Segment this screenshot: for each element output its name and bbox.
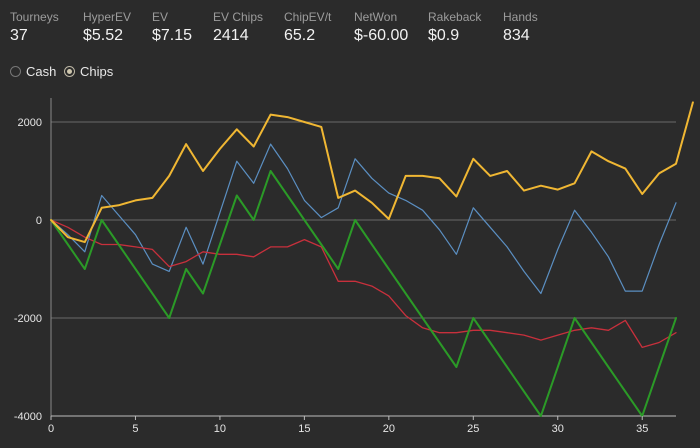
x-tick-label: 0 [48,423,54,435]
chips-radio-option[interactable]: Chips [64,62,113,80]
stat-label: ChipEV/t [284,10,332,24]
stat-label: EV [152,10,169,24]
series-line-1 [50,143,677,295]
y-axis-ticks: 2000 0 -2000 -4000 [14,117,42,423]
stat-value: $7.15 [152,27,193,44]
y-tick-label: -4000 [14,411,42,423]
chips-radio-label: Chips [80,63,114,79]
y-tick-label: -2000 [14,313,42,325]
stat-hyperev: HyperEV $5.52 [83,10,131,45]
stat-rakeback: Rakeback $0.9 [428,10,481,45]
y-tick-label: 2000 [18,117,42,129]
stat-tourneys: Tourneys 37 [10,10,59,45]
stat-value: $-60.00 [354,27,409,44]
stat-label: EV Chips [213,10,264,24]
cash-radio-label: Cash [26,63,57,79]
stat-label: Tourneys [10,10,59,24]
chart-grid [51,121,676,417]
stat-ev-chips: EV Chips 2414 [213,10,263,45]
series-line-3 [50,170,677,417]
x-tick-label: 30 [552,423,564,435]
chart-series [50,101,694,417]
y-tick-label: 0 [36,215,42,227]
stat-chipev-per-tourney: ChipEV/t 65.2 [284,10,331,45]
x-tick-label: 35 [636,423,648,435]
stat-hands: Hands 834 [503,10,538,45]
x-tick-label: 10 [214,423,226,435]
x-tick-label: 15 [298,423,310,435]
stat-label: NetWon [354,10,398,24]
x-tick-label: 20 [383,423,395,435]
cash-radio-icon[interactable] [10,65,21,77]
stat-value: 37 [10,27,28,44]
stat-value: $5.52 [83,27,124,44]
cash-radio-option[interactable]: Cash [10,62,56,80]
chart-axes [50,98,676,417]
stat-label: HyperEV [83,10,132,24]
x-tick-label: 25 [467,423,479,435]
x-tick-label: 5 [132,423,138,435]
series-line-0 [50,101,694,244]
stat-ev: EV $7.15 [152,10,192,45]
stat-value: 2414 [213,27,249,44]
x-axis-ticks: 0 5 10 15 20 25 30 35 [48,416,648,435]
stat-netwon: NetWon $-60.00 [354,10,408,45]
series-line-2 [50,219,677,349]
stat-value: 834 [503,27,530,44]
stat-value: 65.2 [284,27,316,44]
stat-value: $0.9 [428,27,460,44]
stat-label: Hands [503,10,538,24]
stat-label: Rakeback [428,10,482,24]
chips-radio-icon[interactable] [64,65,75,77]
